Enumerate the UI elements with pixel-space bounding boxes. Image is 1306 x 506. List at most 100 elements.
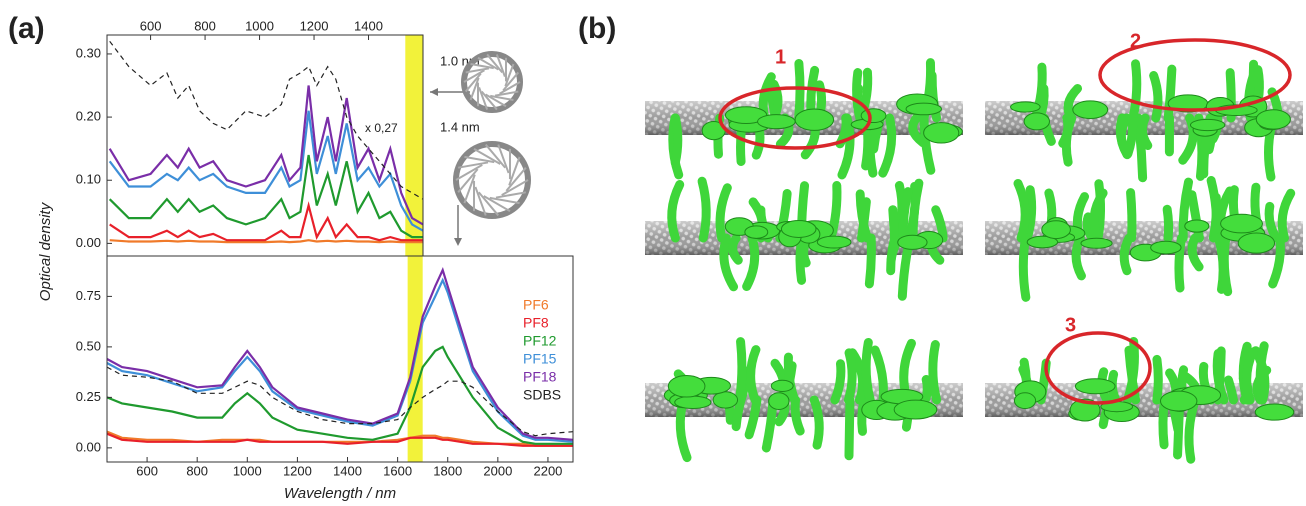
highlight-ellipse (1044, 331, 1152, 405)
polymer-blob (757, 114, 796, 130)
series-line (109, 40, 424, 200)
tube-wall (495, 191, 527, 199)
tube-wall (484, 143, 506, 169)
tube-wall (501, 179, 529, 197)
arrow-head (454, 238, 462, 246)
tube-wall (504, 63, 515, 87)
polymer-chain (697, 176, 711, 243)
polymer-chain (1128, 59, 1142, 123)
polymer-chain (1178, 177, 1194, 243)
series-line (109, 239, 423, 244)
series-line (108, 110, 424, 232)
y-tick-label: 0.00 (76, 235, 101, 250)
panel-label: (b) (578, 12, 616, 45)
polymer-blob (1237, 232, 1276, 254)
polymer-chain (898, 187, 913, 243)
polymer-chain (1089, 188, 1108, 243)
polymer-blob (1220, 213, 1263, 234)
series-line (106, 277, 574, 443)
polymer-blob (1026, 235, 1059, 249)
polymer-blob (768, 392, 790, 410)
tube-wall (470, 63, 494, 70)
polymer-chain (1123, 113, 1138, 159)
polymer-blob (1254, 403, 1295, 421)
polymer-chain (1187, 190, 1204, 243)
x-tick-label: 2200 (533, 463, 562, 478)
y-tick-label: 0.75 (76, 288, 101, 303)
polymer-blob (816, 235, 852, 249)
x-tick-label: 1200 (300, 18, 329, 33)
tube-wall (474, 186, 487, 216)
region-number: 3 (1065, 314, 1076, 336)
polymer-chain (908, 178, 924, 243)
polymer-chain (837, 113, 855, 180)
highlight-ellipse (1098, 38, 1292, 112)
polymer-chain (1119, 233, 1134, 276)
polymer-chain (1174, 233, 1187, 293)
tube-wall (464, 72, 482, 93)
polymer-blob (667, 374, 706, 398)
polymer-chain (1116, 113, 1132, 156)
polymer-chain (1061, 113, 1077, 167)
polymer-chain (855, 189, 872, 243)
x-tick-label: 2000 (483, 463, 512, 478)
polymer-blob (1255, 109, 1291, 130)
polymer-blob (1023, 112, 1050, 131)
tube-wall (455, 163, 483, 181)
polymer-blob (1069, 398, 1101, 422)
polymer-blob (794, 108, 835, 131)
polymer-blob (744, 225, 769, 239)
x-tick-label: 800 (186, 463, 208, 478)
polymer-chain (1063, 83, 1083, 123)
tube-wall (486, 53, 504, 74)
tube-wall (457, 161, 489, 169)
x-tick-label: 600 (136, 463, 158, 478)
polymer-chain (675, 395, 692, 463)
polymer-blob (1010, 101, 1041, 113)
polymer-chain (1219, 233, 1233, 297)
polymer-blob (780, 220, 817, 238)
polymer-chain (1152, 354, 1163, 405)
polymer-chain (1268, 233, 1285, 289)
polymer-blob (1072, 100, 1109, 119)
polymer-blob (923, 122, 960, 144)
polymer-chain (1264, 201, 1281, 243)
polymer-chain (1187, 233, 1204, 272)
nanotube-schematic: 1.0 nm 1.4 nm (430, 51, 531, 246)
tube-wall (477, 56, 499, 71)
polymer-chain (1163, 64, 1177, 123)
polymer-chain (1255, 341, 1269, 405)
polymer-blob (860, 108, 887, 124)
polymer-chain (1162, 204, 1174, 243)
polymer-chain (908, 113, 928, 148)
polymer-chain (794, 58, 805, 123)
legend-entry: PF8 (523, 315, 549, 331)
polymer-chain (1018, 233, 1031, 302)
tube-wall (478, 87, 489, 110)
polymer-chain (809, 395, 824, 450)
polymer-chain (1126, 188, 1137, 243)
tube-wall (469, 77, 480, 101)
polymer-chain (667, 180, 685, 243)
series-line (109, 201, 423, 242)
polymer-chain (744, 395, 762, 440)
y-tick-label: 0.00 (76, 439, 101, 454)
polymer-chain (888, 205, 900, 243)
highlight-ellipse (718, 86, 872, 150)
highlight-band (405, 35, 423, 256)
plot-frame (106, 34, 424, 257)
x-tick-label: 1400 (333, 463, 362, 478)
y-tick-label: 0.10 (76, 172, 101, 187)
tube-wall (473, 147, 501, 165)
polymer-chain (731, 395, 746, 432)
polymer-chain (1082, 212, 1097, 243)
polymer-chain (1178, 113, 1198, 165)
tube-wall (478, 191, 500, 217)
polymer-chain (844, 395, 855, 461)
polymer-blob (1159, 390, 1198, 412)
polymer-blob (1041, 220, 1071, 240)
legend-entry: SDBS (523, 387, 561, 403)
legend-entry: PF12 (523, 333, 557, 349)
tube-wall (463, 174, 476, 204)
